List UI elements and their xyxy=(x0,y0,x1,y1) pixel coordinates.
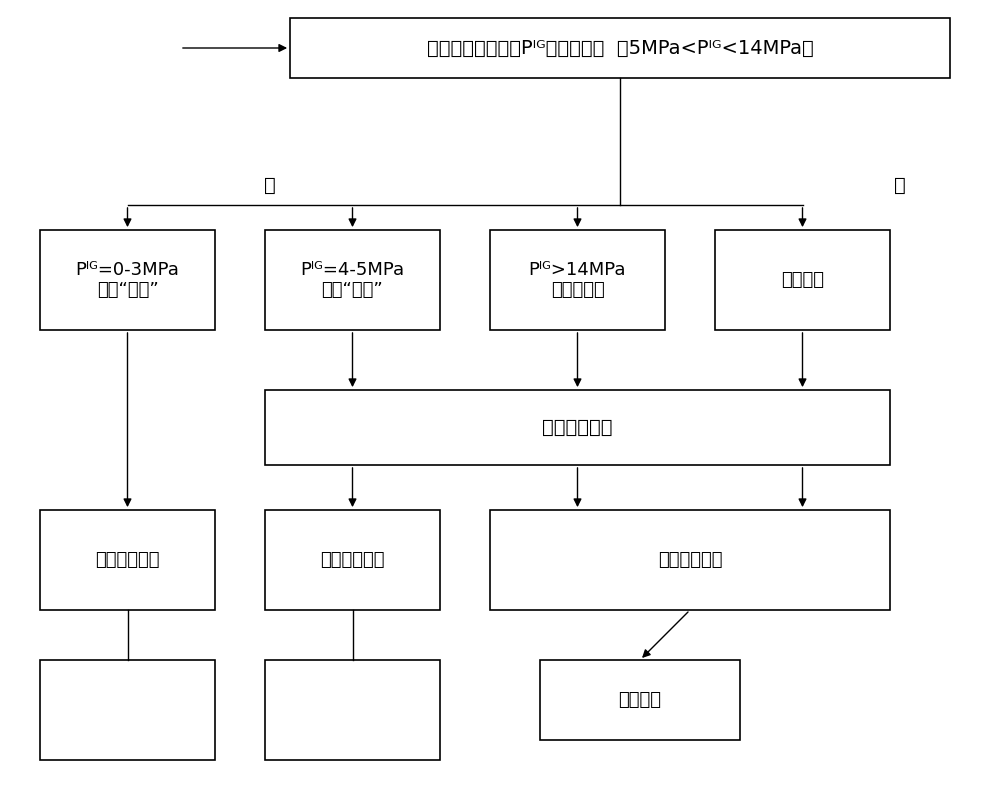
Text: 正常注气: 正常注气 xyxy=(781,271,824,289)
Text: Pᴵᴳ=4-5MPa
发生“逸窜”: Pᴵᴳ=4-5MPa 发生“逸窜” xyxy=(300,261,405,299)
Bar xyxy=(265,510,440,610)
Text: 是: 是 xyxy=(894,175,906,194)
Bar xyxy=(540,660,740,740)
Bar xyxy=(490,510,890,610)
Bar xyxy=(40,660,215,760)
Text: 目标油层: 目标油层 xyxy=(618,691,662,709)
Bar xyxy=(490,230,665,330)
Text: Pᴵᴳ=0-3MPa
发生“气窜”: Pᴵᴳ=0-3MPa 发生“气窜” xyxy=(76,261,179,299)
Text: 气液交注作业: 气液交注作业 xyxy=(542,418,613,437)
Bar xyxy=(265,660,440,760)
Bar xyxy=(40,230,215,330)
Bar xyxy=(265,230,440,330)
Text: 抑逸窜封堵剂: 抑逸窜封堵剂 xyxy=(320,551,385,569)
Bar xyxy=(265,390,890,465)
Text: 否: 否 xyxy=(264,175,276,194)
Text: 判断井口注气压力Pᴵᴳ是否正常？  （5MPa<Pᴵᴳ<14MPa）: 判断井口注气压力Pᴵᴳ是否正常？ （5MPa<Pᴵᴳ<14MPa） xyxy=(427,39,813,58)
Text: 抑气窜封堵剂: 抑气窜封堵剂 xyxy=(95,551,160,569)
Bar xyxy=(290,18,950,78)
Bar xyxy=(40,510,215,610)
Text: Pᴵᴳ>14MPa
注气压力高: Pᴵᴳ>14MPa 注气压力高 xyxy=(529,261,626,299)
Text: 气润湿反转剂: 气润湿反转剂 xyxy=(658,551,722,569)
Bar xyxy=(715,230,890,330)
